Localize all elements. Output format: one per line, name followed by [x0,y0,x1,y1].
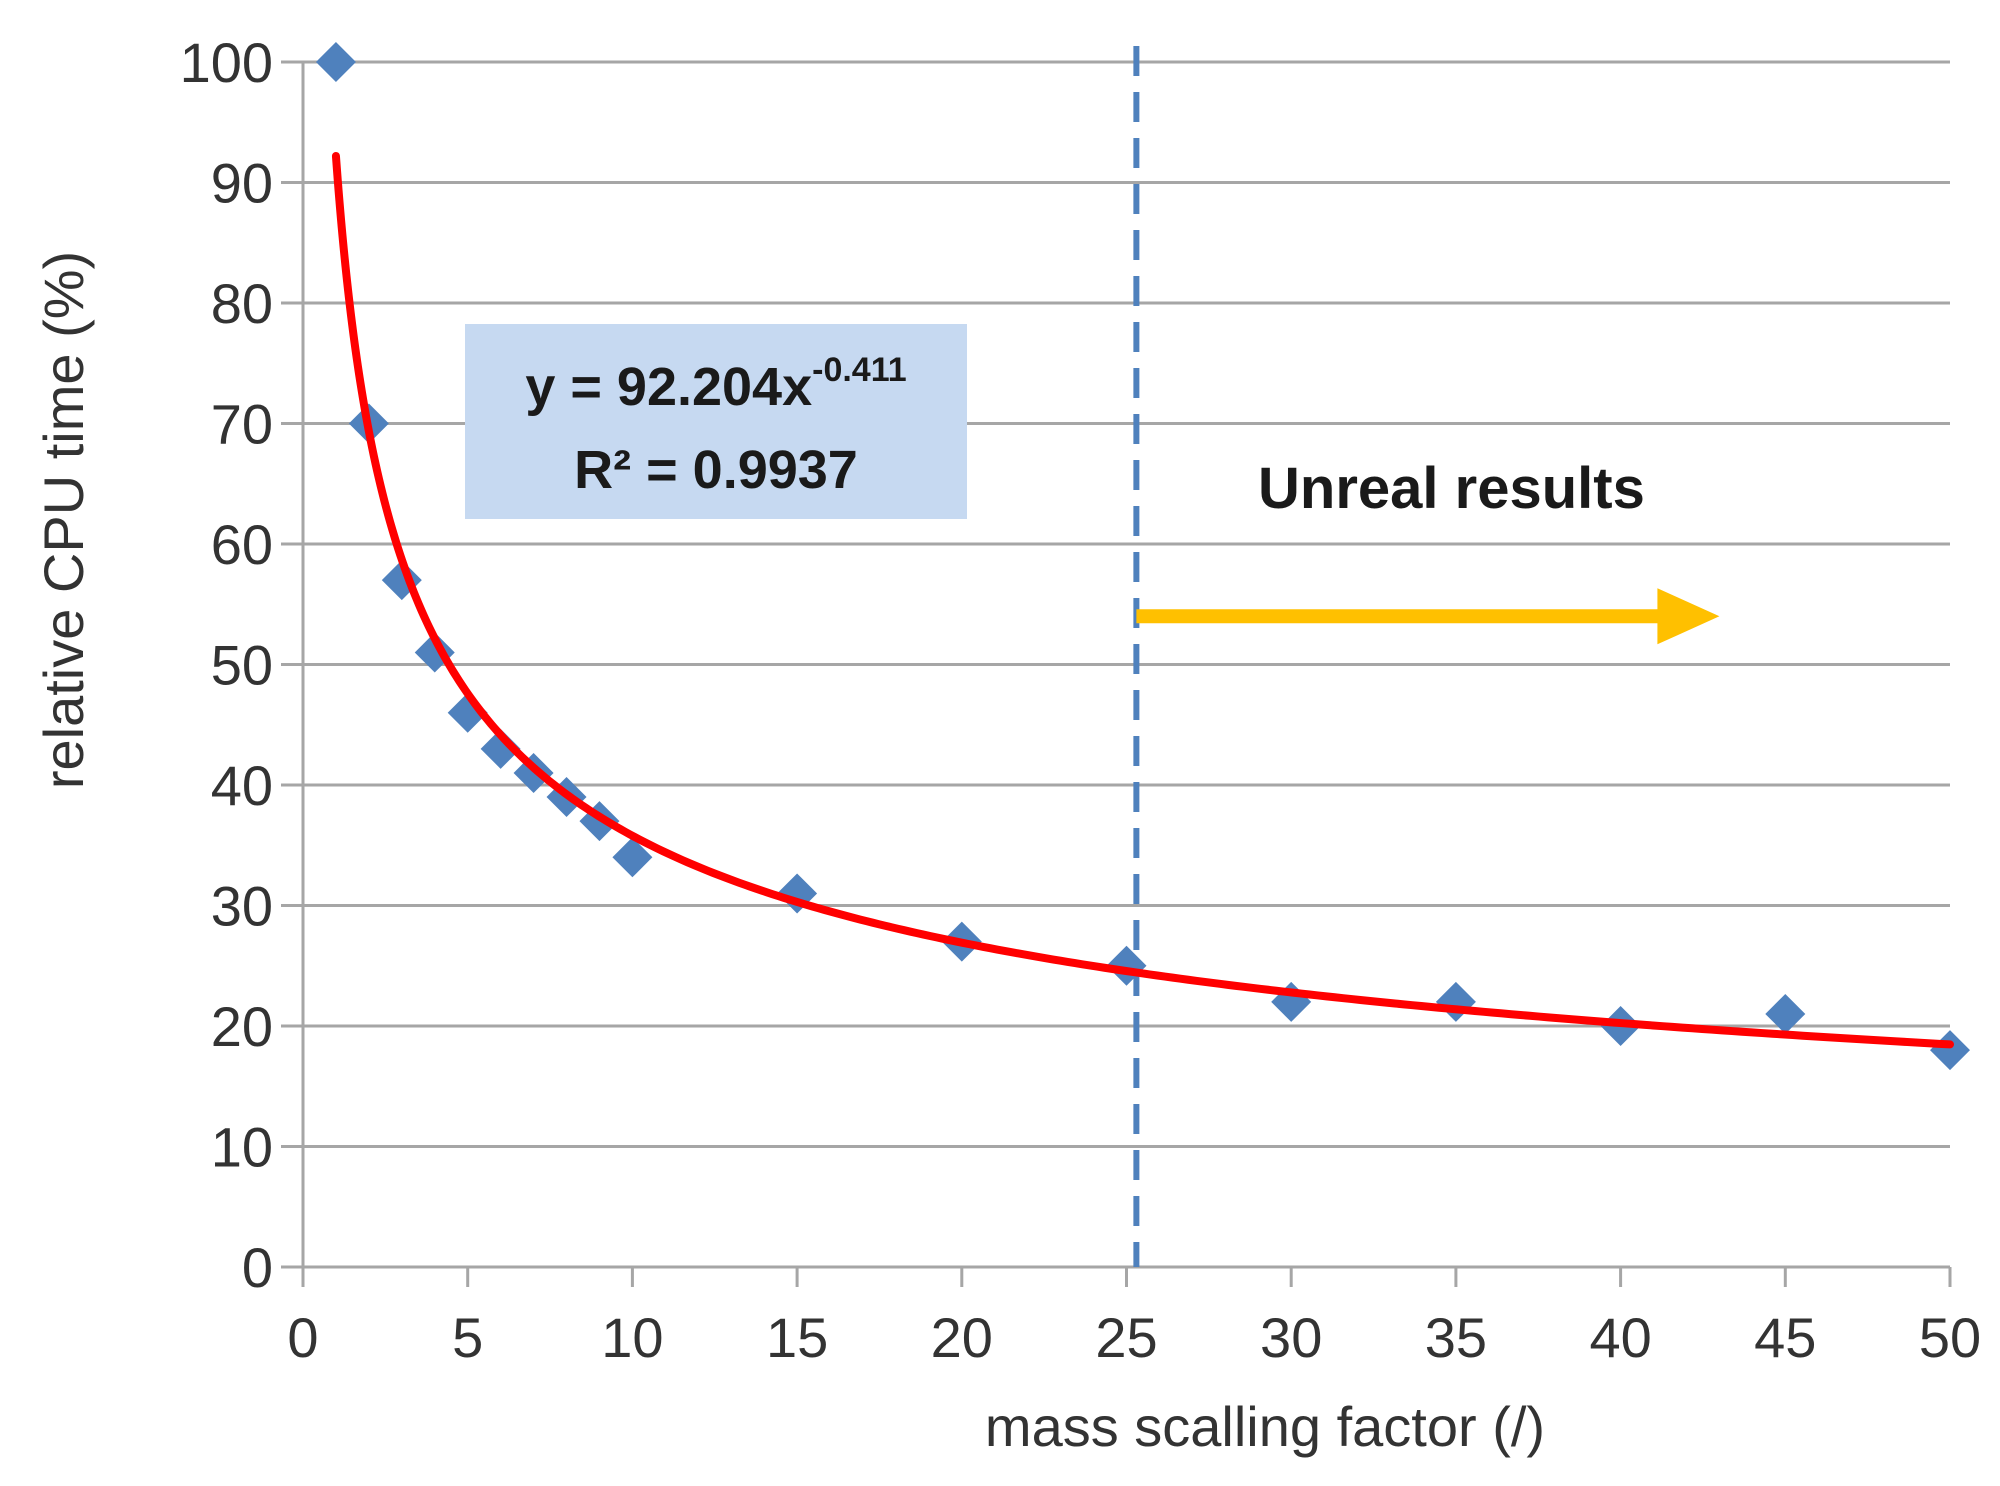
y-tick-label-20: 20 [211,995,273,1058]
r-squared-text: R² = 0.9937 [574,440,858,500]
y-tick-label-70: 70 [211,393,273,456]
x-axis-label: mass scalling factor (/) [985,1395,1545,1458]
arrow-group [1136,588,1720,645]
y-tick-label-80: 80 [211,272,273,335]
data-points [315,42,1970,1071]
x-tick-label-50: 50 [1919,1306,1981,1369]
x-tick-label-0: 0 [287,1306,318,1369]
equation-base: y = 92.204x [525,357,812,417]
x-tick-label-25: 25 [1095,1306,1157,1369]
axes [281,60,1952,1287]
equation-exponent: -0.411 [812,351,907,389]
x-tick-label-40: 40 [1589,1306,1651,1369]
x-tick-label-5: 5 [452,1306,483,1369]
equation-box: y = 92.204x-0.411 R² = 0.9937 [465,324,967,519]
y-tick-label-60: 60 [211,513,273,576]
y-tick-label-90: 90 [211,152,273,215]
y-tick-label-0: 0 [242,1236,273,1299]
y-tick-label-50: 50 [211,634,273,697]
x-tick-labels: 0 5 10 15 20 25 30 35 40 45 50 [287,1306,1981,1369]
trendline-group [331,151,1954,1049]
data-point [1435,981,1476,1022]
power-trendline [331,151,1954,1049]
x-tick-label-15: 15 [766,1306,828,1369]
data-point [1930,1030,1970,1071]
x-tick-label-45: 45 [1754,1306,1816,1369]
data-point [315,42,356,82]
x-tick-label-30: 30 [1260,1306,1322,1369]
equation-text: y = 92.204x-0.411 [525,351,906,417]
y-tick-label-10: 10 [211,1116,273,1179]
data-point [612,837,653,878]
y-tick-label-40: 40 [211,754,273,817]
x-tick-label-20: 20 [931,1306,993,1369]
y-tick-label-30: 30 [211,875,273,938]
y-tick-label-100: 100 [180,31,273,94]
y-axis-label: relative CPU time (%) [32,251,95,789]
data-point [480,728,521,769]
x-tick-label-10: 10 [601,1306,663,1369]
unreal-results-label: Unreal results [1258,456,1645,521]
equation-box-background [465,324,967,519]
y-tick-labels: 0 10 20 30 40 50 60 70 80 90 100 [180,31,273,1299]
x-tick-label-35: 35 [1425,1306,1487,1369]
arrow-head [1657,588,1720,645]
data-point [1765,993,1806,1034]
